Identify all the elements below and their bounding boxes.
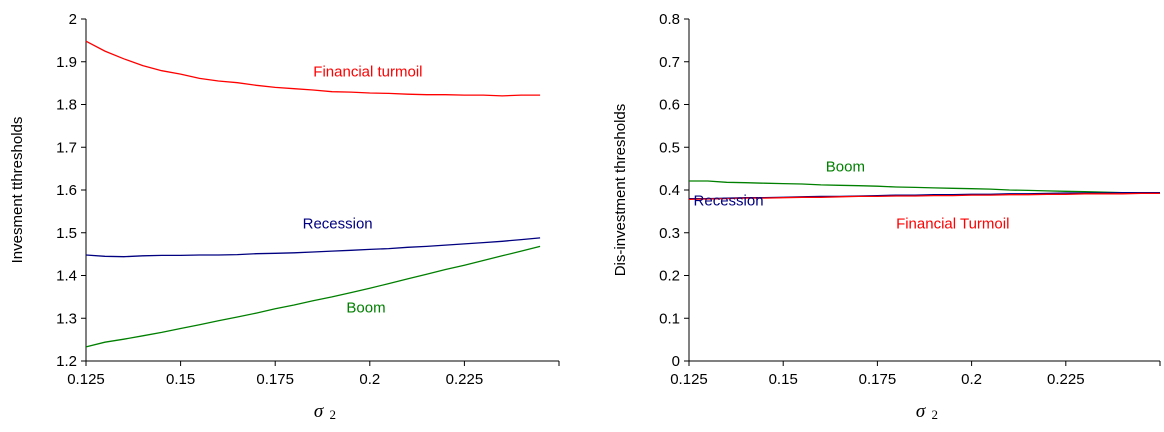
x-tick-label: 0.15 (166, 371, 195, 388)
x-tick-label: 0.175 (859, 371, 897, 388)
y-tick-label: 0 (672, 353, 680, 370)
x-tick-label: 0.125 (670, 371, 708, 388)
y-tick-label: 0.8 (659, 11, 680, 28)
x-tick-label: 0.2 (961, 371, 982, 388)
y-tick-label: 0.6 (659, 97, 680, 114)
series-annotation: Boom (826, 158, 865, 175)
x-tick-label: 0.225 (1047, 371, 1085, 388)
y-tick-label: 0.7 (659, 54, 680, 71)
y-tick-label: 1.2 (56, 353, 77, 370)
series-annotation: Boom (346, 300, 385, 317)
series-annotation: Financial turmoil (313, 64, 422, 81)
y-tick-label: 0.2 (659, 268, 680, 285)
x-axis-label-subscript: 2 (330, 407, 337, 422)
series-annotation: Recession (694, 193, 764, 210)
x-tick-label: 0.175 (256, 371, 294, 388)
x-axis-label: σ (314, 401, 324, 422)
y-tick-label: 0.3 (659, 225, 680, 242)
y-tick-label: 0.4 (659, 182, 680, 199)
y-tick-label: 1.3 (56, 310, 77, 327)
investment-threshold-chart: 1.2 1.3 1.4 1.5 1.6 1.7 1.8 1.9 2 0.125 0.15 0.175 0… (9, 11, 560, 422)
y-axis-label: Dis-investment thresholds (612, 104, 629, 277)
disinvestment-threshold-chart: 0 0.1 0.2 0.3 0.4 0.5 0.6 0.7 0.8 0.125 0.15 0.175 0… (612, 11, 1161, 422)
x-tick-label: 0.125 (67, 371, 105, 388)
series-line-boom (689, 180, 1161, 195)
series-annotation: Financial Turmoil (896, 215, 1009, 232)
y-tick-label: 1.4 (56, 268, 77, 285)
series-line-financial-turmoil (688, 192, 1160, 201)
y-tick-label: 1.6 (56, 182, 77, 199)
series-line-recession (85, 237, 541, 258)
y-tick-label: 1.9 (56, 54, 77, 71)
y-tick-label: 1.7 (56, 139, 77, 156)
y-tick-label: 2 (69, 11, 77, 28)
x-axis-label-subscript: 2 (932, 407, 939, 422)
y-tick-label: 1.5 (56, 225, 77, 242)
x-tick-label: 0.2 (359, 371, 380, 388)
series-annotation: Recession (303, 215, 373, 232)
y-tick-label: 0.5 (659, 139, 680, 156)
x-tick-label: 0.15 (769, 371, 798, 388)
y-axis-label: Invesment tthresholds (9, 117, 26, 264)
x-tick-label: 0.225 (446, 371, 484, 388)
x-axis-label: σ (916, 401, 926, 422)
y-tick-label: 1.8 (56, 97, 77, 114)
series-line-financial-turmoil (85, 40, 541, 97)
y-tick-label: 0.1 (659, 310, 680, 327)
series-line-boom (85, 245, 541, 348)
